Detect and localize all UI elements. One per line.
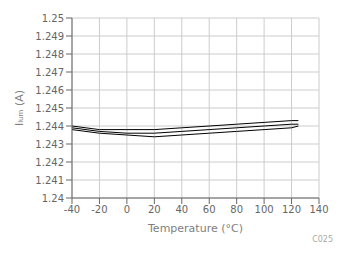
html-text:C025: C025: [312, 235, 333, 244]
svg-text:20: 20: [148, 204, 161, 215]
svg-text:0: 0: [124, 204, 130, 215]
svg-text:1.25: 1.25: [42, 13, 64, 24]
svg-text:1.243: 1.243: [35, 139, 64, 150]
svg-text:Temperature (°C): Temperature (°C): [147, 222, 243, 235]
svg-text:120: 120: [282, 204, 301, 215]
svg-text:140: 140: [309, 204, 328, 215]
svg-text:1.247: 1.247: [35, 67, 64, 78]
svg-text:1.244: 1.244: [35, 121, 64, 132]
svg-text:1.249: 1.249: [35, 31, 64, 42]
svg-text:1.24: 1.24: [42, 193, 64, 204]
svg-text:1.245: 1.245: [35, 103, 64, 114]
svg-text:1.248: 1.248: [35, 49, 64, 60]
svg-text:40: 40: [175, 204, 188, 215]
svg-text:Iₗᵤₘ (A): Iₗᵤₘ (A): [13, 90, 26, 126]
svg-text:1.242: 1.242: [35, 157, 64, 168]
svg-text:-20: -20: [91, 204, 107, 215]
svg-text:1.241: 1.241: [35, 175, 64, 186]
svg-text:80: 80: [230, 204, 243, 215]
svg-text:-40: -40: [64, 204, 80, 215]
svg-text:1.246: 1.246: [35, 85, 64, 96]
svg-text:60: 60: [203, 204, 216, 215]
svg-text:100: 100: [255, 204, 274, 215]
